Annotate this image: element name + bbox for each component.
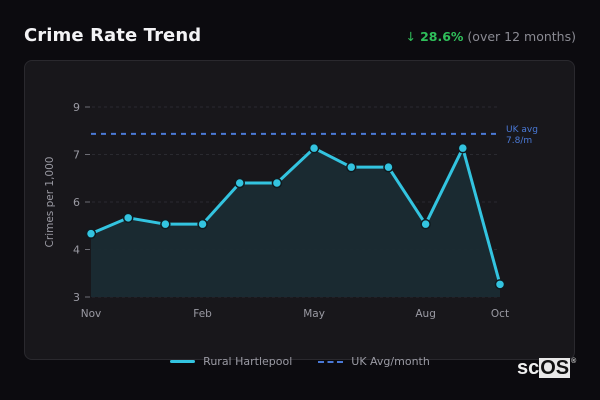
data-point-marker bbox=[494, 279, 506, 290]
change-period: (over 12 months) bbox=[467, 29, 576, 44]
data-point-marker bbox=[85, 228, 97, 239]
data-point-marker bbox=[122, 212, 134, 224]
data-point-marker bbox=[234, 177, 245, 189]
y-tick-label: 6 bbox=[73, 196, 80, 209]
x-tick-label: Aug bbox=[415, 308, 436, 320]
registered-mark-icon: ® bbox=[571, 358, 577, 365]
chart-legend: Rural Hartlepool UK Avg/month bbox=[0, 355, 600, 368]
y-axis-title: Crimes per 1,000 bbox=[44, 157, 56, 248]
x-tick-label: Nov bbox=[81, 308, 102, 320]
y-tick-label: 7 bbox=[73, 149, 80, 162]
x-tick-label: Feb bbox=[193, 308, 212, 320]
data-point-marker bbox=[420, 218, 431, 230]
series-line bbox=[90, 146, 502, 285]
data-point-marker bbox=[197, 218, 208, 230]
dashed-line-swatch-icon bbox=[318, 360, 344, 363]
data-point-marker bbox=[271, 177, 283, 189]
data-point-marker bbox=[160, 218, 171, 230]
legend-item-reference[interactable]: UK Avg/month bbox=[318, 355, 430, 368]
change-percentage: 28.6% bbox=[420, 29, 464, 44]
x-tick-label: Oct bbox=[491, 308, 509, 320]
x-tick-label: May bbox=[303, 308, 325, 320]
data-point-marker bbox=[346, 161, 357, 173]
page-title: Crime Rate Trend bbox=[24, 25, 202, 46]
data-point-marker bbox=[457, 142, 469, 154]
reference-annotation-line1: UK avg bbox=[506, 125, 538, 135]
y-tick-label: 9 bbox=[73, 101, 80, 114]
y-tick-label: 3 bbox=[73, 291, 80, 304]
y-tick-label: 4 bbox=[73, 244, 80, 257]
scos-logo: sc OS ® bbox=[517, 357, 577, 379]
legend-label-series: Rural Hartlepool bbox=[203, 355, 293, 368]
legend-item-series[interactable]: Rural Hartlepool bbox=[170, 355, 292, 368]
reference-annotation-line2: 7.8/m bbox=[506, 136, 532, 146]
series-area-fill bbox=[91, 148, 500, 297]
change-indicator: ↓ 28.6% (over 12 months) bbox=[406, 29, 576, 44]
data-point-marker bbox=[308, 142, 320, 154]
arrow-down-icon: ↓ bbox=[405, 29, 417, 44]
data-point-marker bbox=[383, 161, 394, 173]
solid-line-swatch-icon bbox=[170, 360, 196, 363]
legend-label-reference: UK Avg/month bbox=[351, 355, 430, 368]
